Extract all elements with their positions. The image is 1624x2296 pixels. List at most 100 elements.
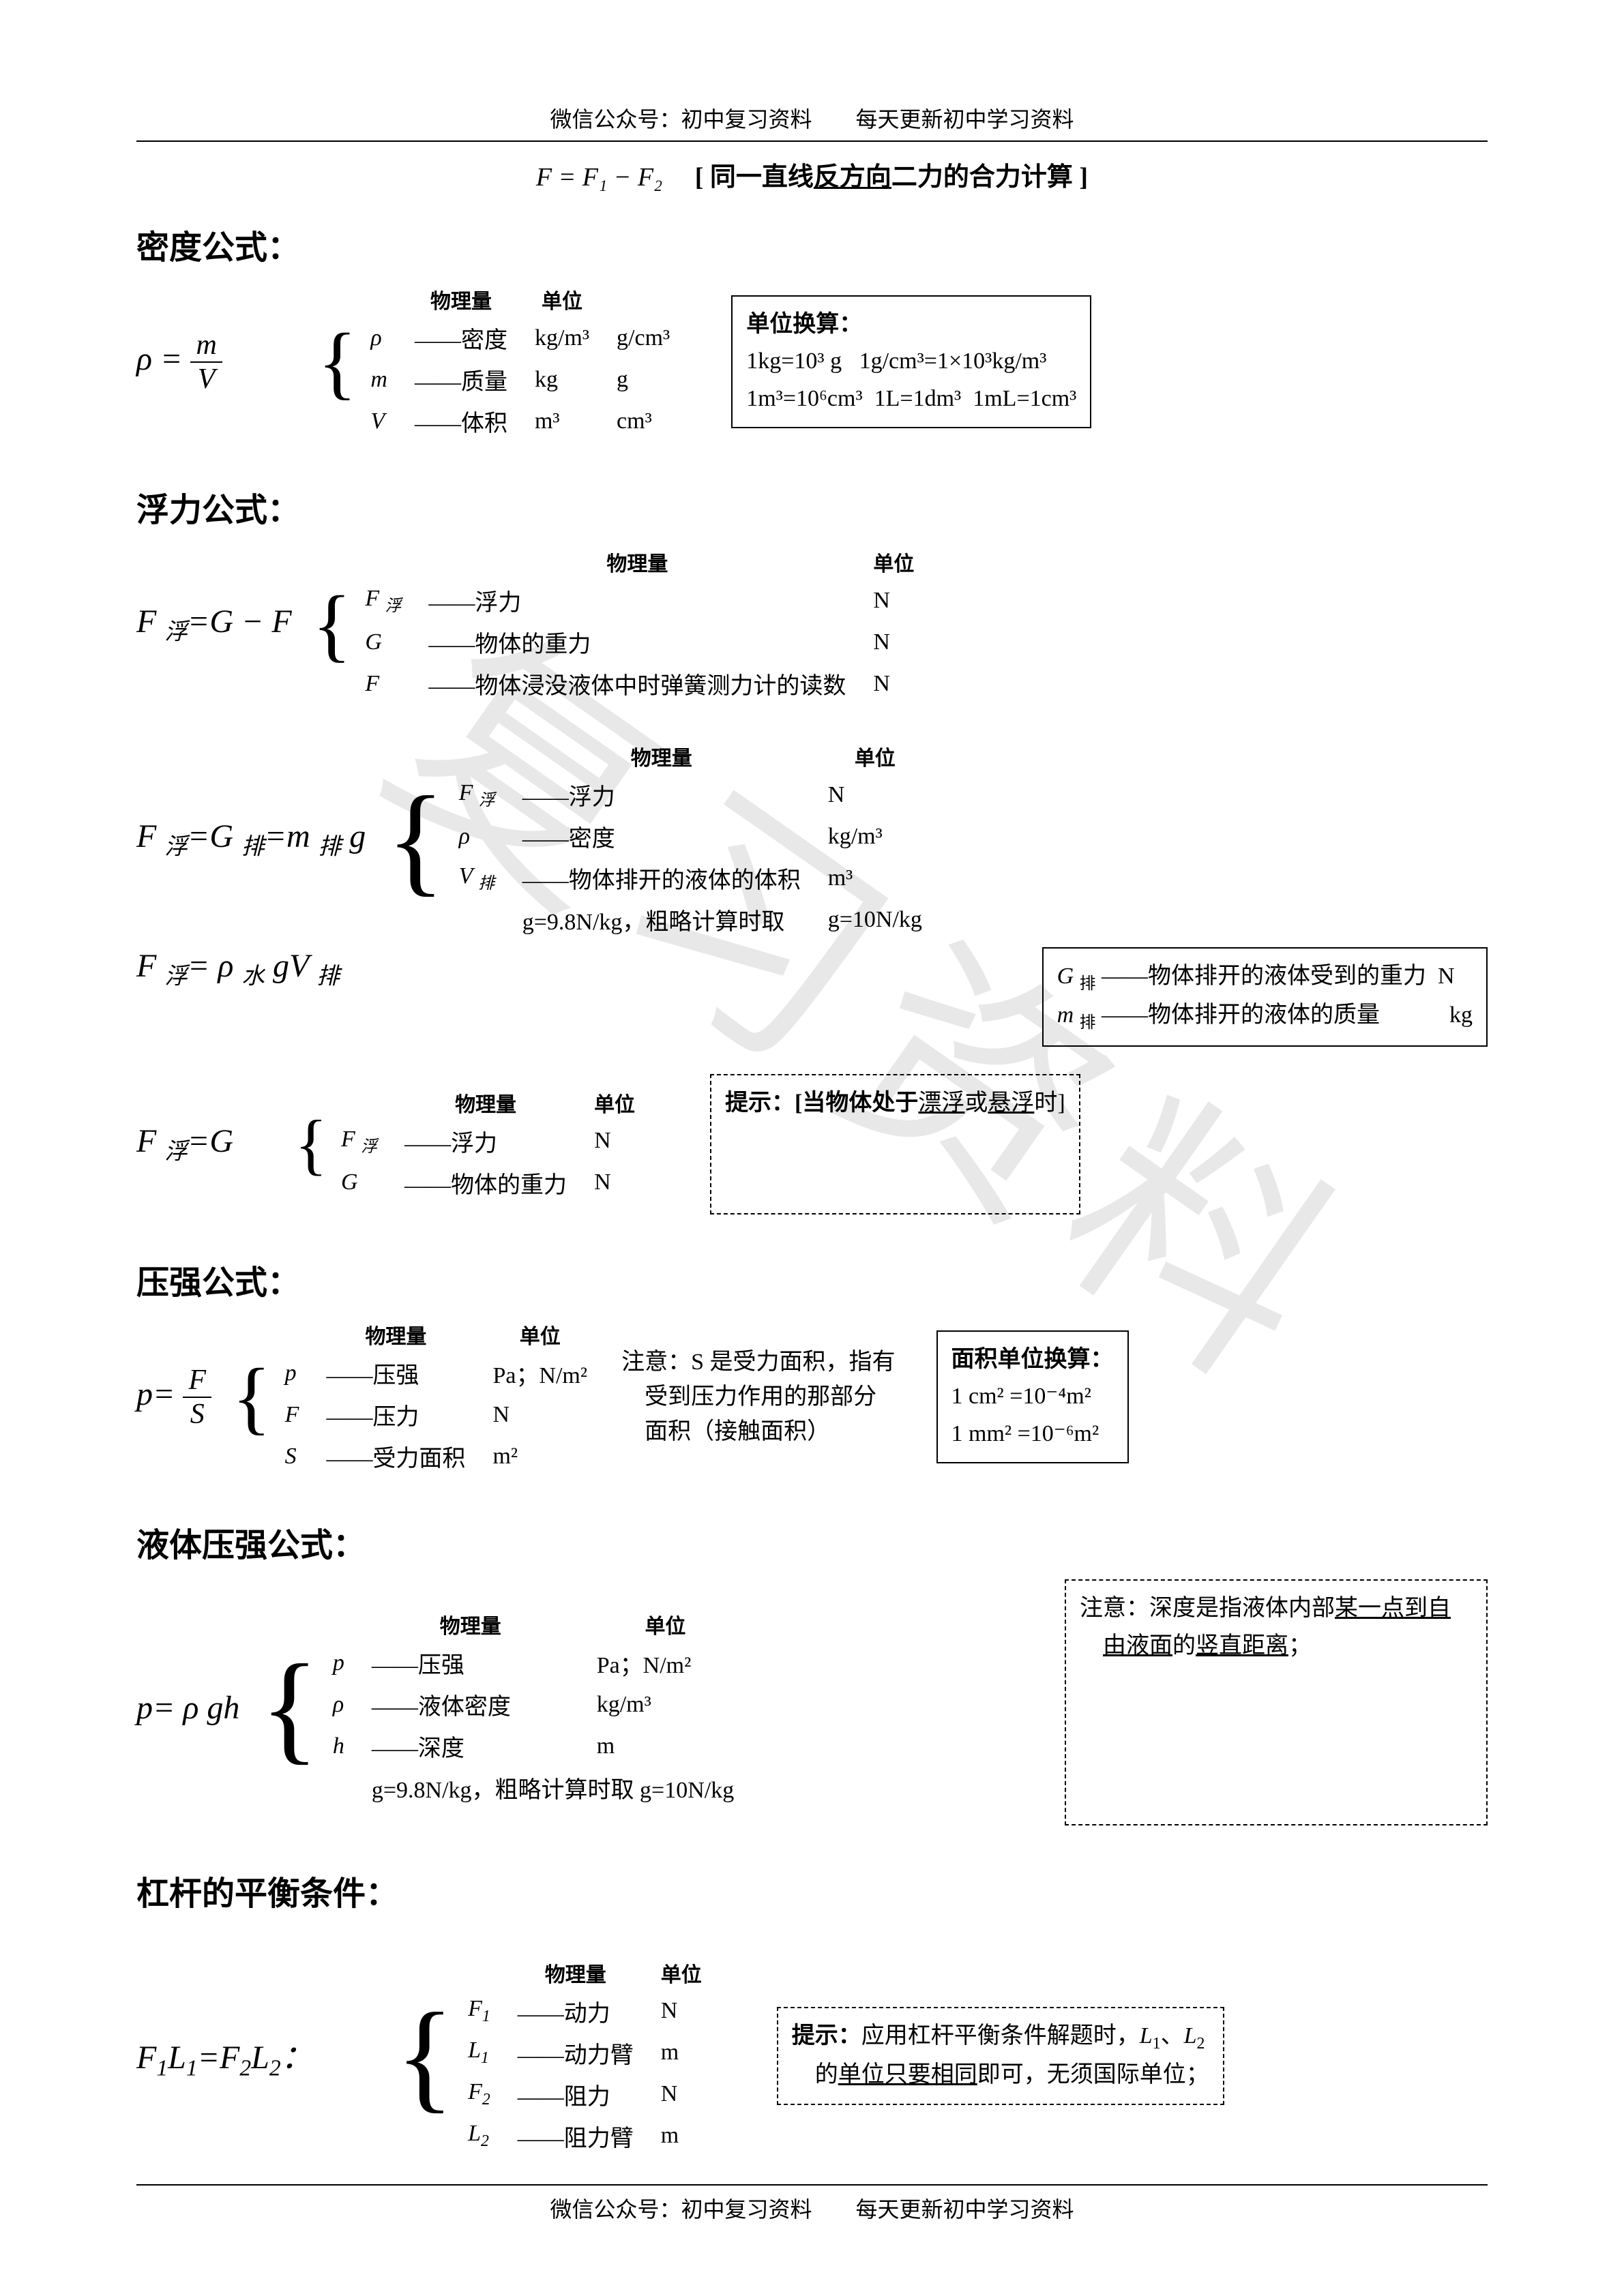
lev-r1-name: ——动力臂 bbox=[504, 2032, 647, 2074]
density-box-l2b: 1L=1dm³ bbox=[874, 386, 962, 411]
lev-box-u: 单位只要相同 bbox=[838, 2062, 977, 2087]
buoy1-r1-name: ——物体的重力 bbox=[415, 621, 859, 663]
press-r0-unit: Pa；N/m² bbox=[479, 1352, 601, 1394]
lev-r3-name: ——阻力臂 bbox=[504, 2115, 647, 2157]
buoyancy-defs2: { 物理量单位 F 浮——浮力N ρ——密度kg/m³ V 排——物体排开的液体… bbox=[386, 739, 936, 940]
density-r0-u2: g/cm³ bbox=[603, 317, 683, 359]
buoy1-r0-unit: N bbox=[859, 580, 928, 621]
density-r2-u2: cm³ bbox=[603, 400, 683, 442]
density-r0-name: ——密度 bbox=[401, 317, 521, 359]
lev-qty-hdr: 物理量 bbox=[504, 1955, 647, 1991]
liq-box-u2: 由液面 bbox=[1103, 1633, 1172, 1658]
section-liquid-pressure: 液体压强公式： p= ρ gh { 物理量单位 p——压强Pa；N/m² ρ——… bbox=[136, 1518, 1488, 1825]
buoy2-r3-unit: g=10N/kg bbox=[814, 899, 936, 940]
press-note-l1: 注意：S 是受力面积，指有 bbox=[621, 1350, 895, 1375]
top-formula-note-u: 反方向 bbox=[814, 163, 891, 192]
top-formula-expr: F = F₁ − F₂ bbox=[536, 163, 662, 192]
buoyancy-box4: 提示：[当物体处于漂浮或悬浮时] bbox=[710, 1074, 1080, 1214]
top-formula-note-pre: [ 同一直线 bbox=[695, 163, 814, 192]
press-box-l2: 1 mm² =10⁻⁶m² bbox=[951, 1421, 1099, 1446]
press-unit-hdr: 单位 bbox=[479, 1317, 601, 1352]
liquid-formula: p= ρ gh bbox=[136, 1689, 239, 1727]
section-pressure: 压强公式： p= FS { 物理量单位 p——压强Pa；N/m² F——压力N … bbox=[136, 1255, 1488, 1477]
section-buoyancy: 浮力公式： F 浮=G − F { 物理量单位 F 浮——浮力N G——物体的重… bbox=[136, 483, 1488, 1214]
density-unit-hdr: 单位 bbox=[521, 282, 603, 317]
buoy1-qty-hdr: 物理量 bbox=[415, 544, 859, 580]
buoy2-r3-name: g=9.8N/kg，粗略计算时取 bbox=[509, 899, 814, 940]
top-formula-note-post: 二力的合力计算 ] bbox=[891, 163, 1088, 192]
lever-formula: F1L1=F2L2： bbox=[136, 2030, 314, 2082]
density-r2-u1: m³ bbox=[521, 400, 603, 442]
liquid-title: 液体压强公式： bbox=[136, 1518, 1488, 1566]
liq-r2-unit: m bbox=[583, 1725, 748, 1767]
buoy2-r1-sym: ρ bbox=[445, 816, 509, 857]
buoy1-unit-hdr: 单位 bbox=[859, 544, 928, 580]
density-num: m bbox=[190, 329, 222, 363]
density-r1-sym: m bbox=[357, 359, 401, 400]
liq-box-pre: 注意：深度是指液体内部 bbox=[1080, 1596, 1335, 1621]
press-r1-unit: N bbox=[479, 1394, 601, 1435]
buoy-box4-u2: 悬浮 bbox=[988, 1090, 1034, 1116]
pressure-den: S bbox=[185, 1398, 210, 1431]
buoyancy-defs4: { 物理量单位 F 浮——浮力N G——物体的重力N bbox=[295, 1085, 649, 1204]
liq-r0-name: ——压强 bbox=[358, 1642, 583, 1684]
buoy4-r1-sym: G bbox=[327, 1162, 391, 1204]
lev-r3-unit: m bbox=[647, 2115, 715, 2157]
density-den: V bbox=[192, 363, 221, 396]
buoy4-unit-hdr: 单位 bbox=[580, 1085, 649, 1120]
press-r1-sym: F bbox=[271, 1394, 313, 1435]
liq-unit-hdr: 单位 bbox=[583, 1607, 748, 1642]
liq-box-u3: 竖直距离 bbox=[1196, 1633, 1288, 1658]
pressure-note: 注意：S 是受力面积，指有 受到压力作用的那部分 面积（接触面积） bbox=[621, 1345, 895, 1449]
buoy-box4-mid: 或 bbox=[964, 1090, 988, 1116]
page-content: 微信公众号：初中复习资料 每天更新初中学习资料 F = F₁ − F₂ [ 同一… bbox=[136, 102, 1488, 2224]
liq-box-l2a bbox=[1080, 1633, 1103, 1658]
density-box-l1b: 1g/cm³=1×10³kg/m³ bbox=[859, 348, 1047, 374]
buoy4-qty-hdr: 物理量 bbox=[391, 1085, 580, 1120]
liq-r0-sym: p bbox=[319, 1642, 358, 1684]
liq-r1-sym: ρ bbox=[319, 1684, 358, 1725]
buoy2-unit-hdr: 单位 bbox=[814, 739, 936, 774]
page-footer: 微信公众号：初中复习资料 每天更新初中学习资料 bbox=[136, 2184, 1488, 2224]
buoy2-r1-unit: kg/m³ bbox=[814, 816, 936, 857]
density-r0-sym: ρ bbox=[357, 317, 401, 359]
lev-r1-unit: m bbox=[647, 2032, 715, 2074]
press-r1-name: ——压力 bbox=[312, 1394, 479, 1435]
press-note-l3: 面积（接触面积） bbox=[621, 1419, 830, 1444]
buoy4-r1-unit: N bbox=[580, 1162, 649, 1204]
press-box-l1: 1 cm² =10⁻⁴m² bbox=[951, 1384, 1091, 1409]
buoy2-r2-name: ——物体排开的液体的体积 bbox=[509, 857, 814, 899]
liq-r3-name: g=9.8N/kg，粗略计算时取 g=10N/kg bbox=[358, 1767, 748, 1808]
lev-unit-hdr: 单位 bbox=[647, 1955, 715, 1991]
buoyancy-box2: G 排 G 排 ——物体排开的液体受到的重力 N——物体排开的液体受到的重力 N… bbox=[1042, 947, 1488, 1047]
buoy4-r0-name: ——浮力 bbox=[391, 1120, 580, 1162]
press-qty-hdr: 物理量 bbox=[312, 1317, 479, 1352]
buoy-box4-pre: 提示：[当物体处于 bbox=[725, 1090, 918, 1116]
liq-r2-sym: h bbox=[319, 1725, 358, 1767]
liquid-defs: { 物理量单位 p——压强Pa；N/m² ρ——液体密度kg/m³ h——深度m… bbox=[260, 1607, 748, 1808]
density-r1-u1: kg bbox=[521, 359, 603, 400]
pressure-defs: { 物理量单位 p——压强Pa；N/m² F——压力N S——受力面积m² bbox=[232, 1317, 601, 1477]
lever-defs: { 物理量单位 F1——动力N L1——动力臂m F2——阻力N L2——阻力臂… bbox=[396, 1955, 715, 2157]
density-box-title: 单位换算： bbox=[746, 312, 862, 337]
pressure-formula: p= FS bbox=[136, 1364, 211, 1431]
density-box-l2a: 1m³=10⁶cm³ bbox=[746, 386, 862, 411]
buoy1-r1-sym: G bbox=[351, 621, 415, 663]
buoy-box4-u1: 漂浮 bbox=[918, 1090, 964, 1116]
liq-box-l2b: 的 bbox=[1172, 1633, 1196, 1658]
liq-r1-name: ——液体密度 bbox=[358, 1684, 583, 1725]
buoy1-r2-sym: F bbox=[351, 663, 415, 704]
liq-r2-name: ——深度 bbox=[358, 1725, 583, 1767]
liquid-box: 注意：深度是指液体内部某一点到自 由液面的竖直距离； bbox=[1065, 1579, 1488, 1825]
liq-box-u1: 某一点到自 bbox=[1335, 1596, 1451, 1621]
density-lhs: ρ = bbox=[136, 341, 182, 377]
buoy2-qty-hdr: 物理量 bbox=[509, 739, 814, 774]
buoyancy-title: 浮力公式： bbox=[136, 483, 1488, 531]
buoy2-r0-unit: N bbox=[814, 774, 936, 816]
buoyancy-f4: F 浮=G bbox=[136, 1122, 233, 1166]
page-header: 微信公众号：初中复习资料 每天更新初中学习资料 bbox=[136, 102, 1488, 142]
density-box-l2c: 1mL=1cm³ bbox=[973, 386, 1076, 411]
buoy1-r2-name: ——物体浸没液体中时弹簧测力计的读数 bbox=[415, 663, 859, 704]
buoy1-r0-name: ——浮力 bbox=[415, 580, 859, 621]
density-defs: { 物理量单位 ρ——密度kg/m³g/cm³ m——质量kgg V——体积m³… bbox=[318, 282, 683, 442]
